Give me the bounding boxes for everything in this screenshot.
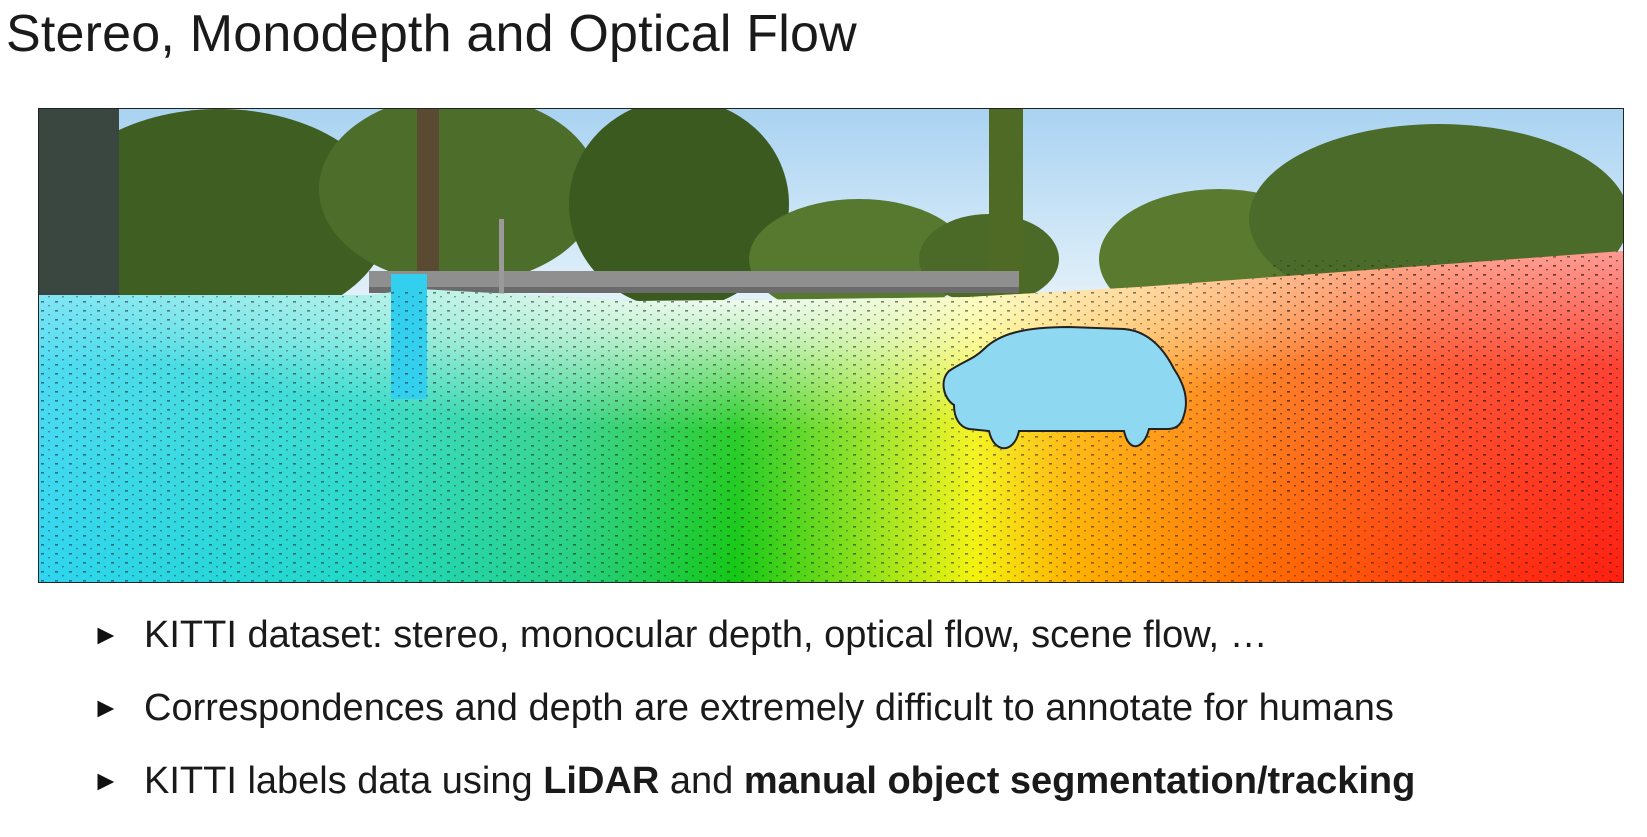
bullet-item: ► KITTI labels data using LiDAR and manu…	[92, 758, 1415, 804]
kitti-scene-image	[39, 109, 1623, 582]
bullet-text-middle: and	[659, 760, 744, 802]
bullet-bold-lidar: LiDAR	[543, 760, 660, 802]
bullet-text: KITTI dataset: stereo, monocular depth, …	[144, 614, 1268, 656]
bullet-item: ► KITTI dataset: stereo, monocular depth…	[92, 612, 1415, 658]
bullet-marker: ►	[92, 619, 120, 650]
optical-flow-overlay	[39, 251, 1623, 582]
slide-title: Stereo, Monodepth and Optical Flow	[6, 5, 857, 63]
bullet-item: ► Correspondences and depth are extremel…	[92, 685, 1415, 731]
bullet-bold-segmentation: manual object segmentation/tracking	[743, 760, 1416, 802]
kitti-flow-figure	[38, 108, 1624, 583]
bridge	[369, 219, 1019, 339]
bullet-text-prefix: KITTI labels data using	[144, 760, 544, 802]
bullet-marker: ►	[92, 692, 120, 723]
bullet-text: Correspondences and depth are extremely …	[144, 687, 1394, 729]
bullet-marker: ►	[92, 765, 120, 796]
bullet-list: ► KITTI dataset: stereo, monocular depth…	[92, 612, 1415, 831]
car-segmentation	[942, 325, 1187, 450]
